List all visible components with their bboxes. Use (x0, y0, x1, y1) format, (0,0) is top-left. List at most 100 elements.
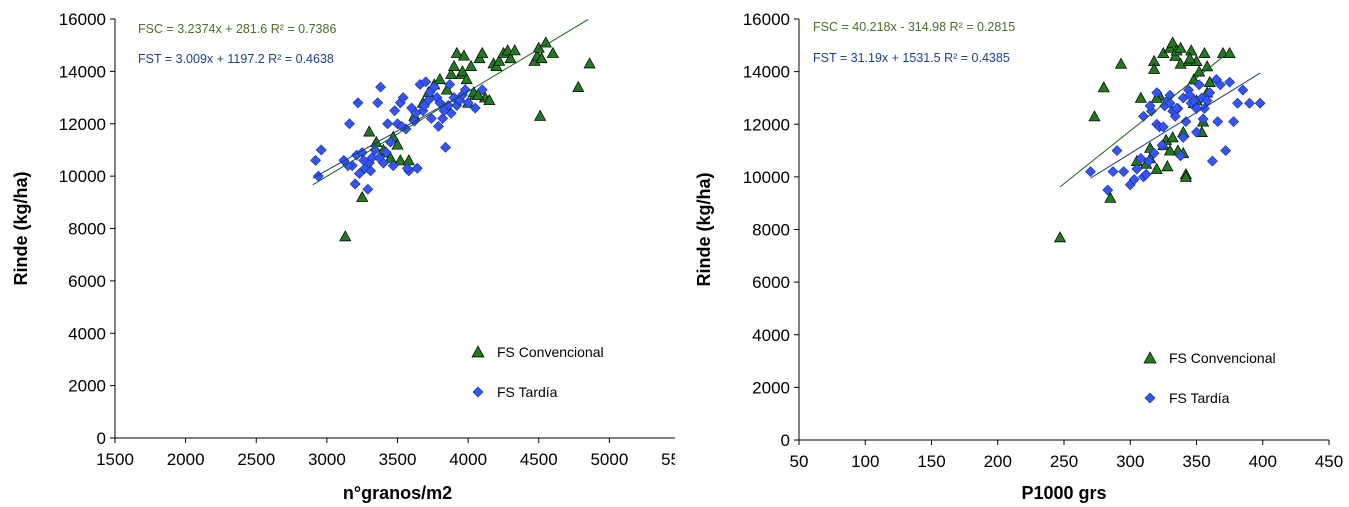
legend-label-fs-convencional: FS Convencional (1169, 350, 1276, 366)
equation-fsc: FSC = 40.218x - 314.98 R² = 0.2815 (813, 20, 1015, 34)
point-fs-tardia (1212, 116, 1224, 128)
y-tick-label: 0 (781, 431, 790, 450)
x-tick-label: 5000 (590, 450, 628, 469)
y-tick-label: 14000 (743, 63, 790, 82)
point-fs-tardia (418, 99, 430, 111)
point-fs-tardia (1128, 174, 1140, 185)
point-fs-tardia (1085, 166, 1096, 178)
point-fs-tardia (1224, 76, 1236, 88)
point-fs-convencional (339, 230, 352, 242)
point-fs-convencional (1201, 60, 1214, 72)
point-fs-tardia (362, 183, 374, 195)
x-tick-label: 400 (1249, 452, 1277, 471)
y-tick-label: 6000 (68, 272, 106, 291)
point-fs-tardia (397, 92, 409, 103)
point-fs-tardia (365, 165, 377, 177)
point-fs-convencional (1198, 46, 1211, 59)
point-fs-convencional (1183, 52, 1196, 64)
x-axis-title: n°granos/m2 (343, 483, 452, 503)
x-tick-label: 200 (984, 452, 1012, 471)
point-fs-convencional (447, 59, 461, 71)
point-fs-convencional (1166, 36, 1179, 48)
point-fs-convencional (1104, 191, 1117, 203)
point-fs-tardia (372, 97, 384, 109)
point-fs-tardia (369, 144, 381, 156)
point-fs-tardia (1157, 121, 1169, 133)
x-tick-label: 50 (790, 452, 809, 471)
legend-marker-fs-tardia (1144, 392, 1156, 404)
x-tick-label: 350 (1182, 452, 1210, 471)
point-fs-convencional (1161, 160, 1174, 172)
trendline-fsc (312, 19, 589, 186)
point-fs-tardia (1244, 97, 1255, 109)
point-fs-convencional (1174, 41, 1187, 53)
x-tick-label: 150 (917, 452, 945, 471)
point-fs-tardia (1193, 79, 1205, 91)
x-tick-label: 2500 (237, 450, 275, 469)
point-fs-convencional (539, 36, 552, 48)
x-tick-label: 450 (1315, 452, 1343, 471)
point-fs-tardia (342, 160, 354, 172)
point-fs-tardia (469, 102, 481, 114)
point-fs-convencional (1179, 170, 1192, 182)
point-fs-convencional (1223, 46, 1236, 59)
point-fs-tardia (438, 105, 450, 117)
scatter-chart-granos: 0 2000 4000 6000 8000 10000 12000 14000 16000 150… (11, 10, 675, 503)
point-fs-convencional (464, 59, 478, 71)
point-fs-convencional (394, 154, 407, 166)
point-fs-tardia (1214, 79, 1226, 91)
y-tick-label: 12000 (59, 115, 106, 134)
point-fs-tardia (1169, 110, 1181, 122)
x-tick-label: 4500 (520, 450, 558, 469)
point-fs-tardia (1143, 155, 1155, 167)
point-fs-tardia (1177, 131, 1189, 143)
point-fs-tardia (1111, 145, 1123, 156)
point-fs-tardia (476, 84, 488, 96)
legend-marker-fs-convencional (1143, 351, 1157, 364)
point-fs-tardia (1237, 84, 1249, 96)
point-fs-convencional (1134, 91, 1147, 103)
point-fs-convencional (1114, 57, 1128, 69)
point-fs-tardia (1102, 184, 1114, 196)
point-fs-tardia (1131, 163, 1143, 175)
point-fs-tardia (373, 152, 385, 164)
x-tick-label: 4000 (449, 450, 487, 469)
point-fs-convencional (504, 52, 517, 64)
y-tick-label: 4000 (68, 324, 106, 343)
point-fs-convencional (572, 80, 585, 92)
y-tick-label: 10000 (59, 167, 106, 186)
point-fs-tardia (1206, 155, 1218, 167)
point-fs-tardia (1171, 103, 1183, 114)
point-fs-tardia (1220, 145, 1232, 156)
point-fs-tardia (1180, 116, 1192, 128)
point-fs-tardia (425, 113, 437, 124)
point-fs-convencional (456, 65, 469, 77)
point-fs-convencional (356, 190, 369, 202)
point-fs-convencional (535, 52, 548, 64)
point-fs-tardia (352, 97, 364, 109)
y-tick-label: 4000 (752, 326, 790, 345)
x-tick-label: 3000 (308, 450, 346, 469)
point-fs-convencional (508, 44, 521, 56)
point-fs-tardia (380, 147, 392, 158)
x-axis-title: P1000 grs (1021, 483, 1106, 503)
point-fs-tardia (1197, 113, 1209, 125)
point-fs-tardia (1254, 97, 1266, 109)
x-tick-label: 2000 (167, 450, 205, 469)
equation-fst: FST = 3.009x + 1197.2 R² = 0.4638 (138, 52, 334, 66)
point-fs-tardia (1140, 168, 1152, 180)
y-axis-title: Rinde (kg/ha) (11, 171, 31, 285)
point-fs-convencional (483, 93, 496, 106)
y-tick-label: 2000 (68, 377, 106, 396)
x-tick-label: 1500 (96, 450, 134, 469)
legend-marker-fs-convencional (471, 345, 485, 358)
y-tick-label: 8000 (68, 220, 106, 239)
point-fs-convencional (457, 49, 470, 61)
point-fs-tardia (424, 86, 436, 98)
point-fs-tardia (1151, 87, 1163, 99)
point-fs-convencional (384, 151, 397, 163)
point-fs-tardia (411, 162, 423, 174)
point-fs-convencional (583, 57, 596, 69)
point-fs-tardia (382, 118, 394, 130)
scatter-chart-p1000: 0 2000 4000 6000 8000 10000 12000 14000 16000 50 1… (694, 10, 1343, 503)
